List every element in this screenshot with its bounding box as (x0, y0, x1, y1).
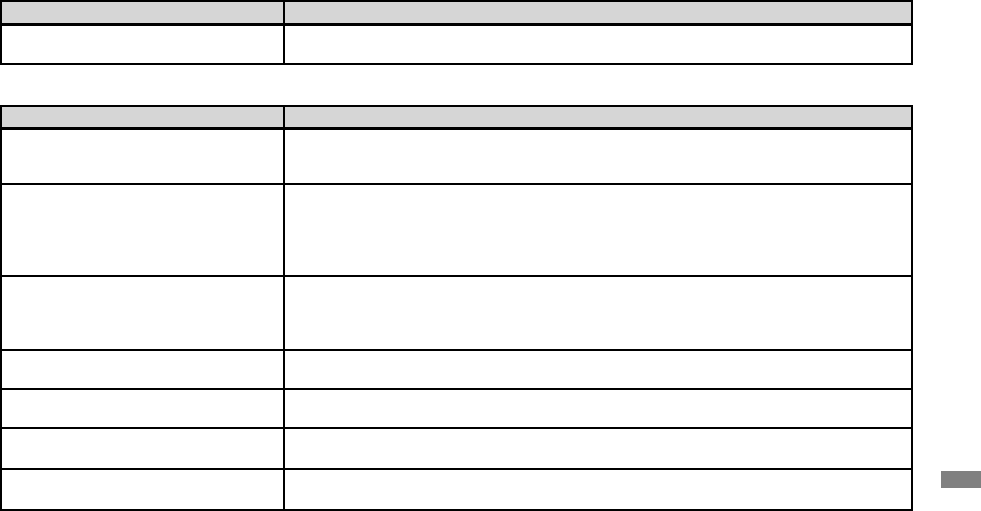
table-row (0, 427, 913, 470)
table-2 (0, 105, 913, 511)
table-cell (0, 183, 285, 277)
table-cell (283, 183, 913, 277)
table-row (0, 127, 913, 185)
table-header-row (0, 105, 913, 130)
table-cell (0, 275, 285, 351)
table-cell (283, 468, 913, 511)
table-row (0, 275, 913, 351)
table-cell (0, 427, 285, 470)
table-row (0, 388, 913, 429)
header-cell (0, 105, 285, 130)
table-header-row (0, 0, 913, 26)
table-cell (0, 23, 285, 65)
table-cell (0, 127, 285, 185)
header-cell (283, 0, 913, 26)
table-cell (0, 468, 285, 511)
table-cell (283, 349, 913, 390)
table-1 (0, 0, 913, 65)
table-row (0, 183, 913, 277)
table-cell (283, 23, 913, 65)
table-row (0, 23, 913, 65)
table-row (0, 349, 913, 390)
side-index-tab (941, 471, 981, 488)
table-cell (283, 127, 913, 185)
header-cell (283, 105, 913, 130)
table-cell (0, 349, 285, 390)
table-cell (283, 427, 913, 470)
table-cell (283, 275, 913, 351)
table-row (0, 468, 913, 511)
table-cell (283, 388, 913, 429)
header-cell (0, 0, 285, 26)
table-cell (0, 388, 285, 429)
